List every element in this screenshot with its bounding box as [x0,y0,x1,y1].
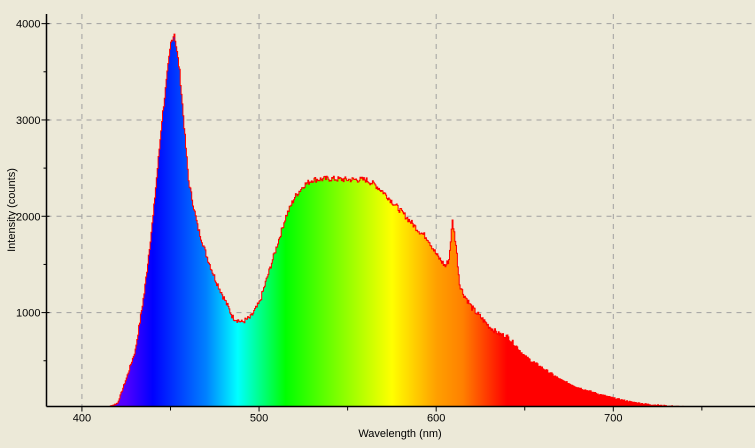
y-tick-label: 1000 [16,308,40,320]
y-tick-label: 2000 [16,211,40,223]
spectrum-area [100,34,729,406]
x-tick-label: 400 [73,413,91,425]
x-axis-label: Wavelength (nm) [358,428,441,440]
x-tick-label: 600 [427,413,445,425]
y-tick-label: 3000 [16,115,40,127]
x-tick-label: 500 [250,413,268,425]
x-tick-label: 700 [604,413,622,425]
y-axis-label: Intensity (counts) [6,168,18,252]
y-tick-label: 4000 [16,19,40,31]
